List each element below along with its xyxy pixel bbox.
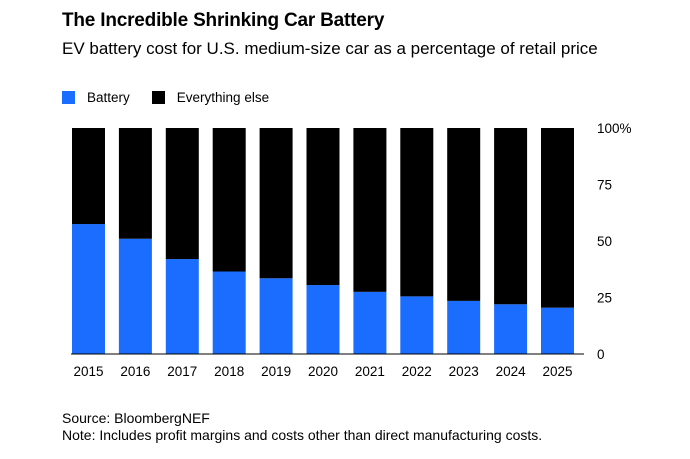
bar-everything-else-2016 [118,128,152,239]
bar-everything-else-2023 [447,128,481,301]
y-tick-label-75: 75 [597,178,612,193]
footnote: Note: Includes profit margins and costs … [62,427,543,443]
bar-everything-else-2022 [400,128,434,297]
bar-battery-2017 [165,259,199,354]
bar-everything-else-2015 [72,128,105,225]
bar-everything-else-2025 [541,128,574,308]
legend-item-everything-else: Everything else [151,90,270,105]
bar-everything-else-2020 [306,128,340,286]
bar-everything-else-2017 [165,128,199,260]
x-tick-label-2021: 2021 [355,364,385,379]
x-tick-label-2016: 2016 [120,364,150,379]
x-tick-label-2025: 2025 [542,364,572,379]
chart-title: The Incredible Shrinking Car Battery [62,10,385,31]
y-tick-label-25: 25 [597,291,612,306]
bar-battery-2023 [447,300,481,354]
bar-battery-2018 [212,271,246,354]
x-tick-label-2017: 2017 [167,364,197,379]
bar-battery-2015 [72,224,105,354]
x-tick-label-2020: 2020 [308,364,338,379]
bar-battery-2024 [494,304,528,354]
x-tick-label-2022: 2022 [402,364,432,379]
bar-everything-else-2019 [259,128,293,279]
y-tick-label-50: 50 [597,234,612,249]
bar-battery-2020 [306,285,340,354]
bar-everything-else-2024 [494,128,528,305]
x-tick-label-2015: 2015 [73,364,103,379]
x-tick-label-2024: 2024 [496,364,527,379]
y-tick-label-0: 0 [597,347,605,362]
legend-swatch-everything-else [151,91,165,104]
x-tick-label-2023: 2023 [449,364,479,379]
bar-everything-else-2018 [212,128,246,272]
bar-battery-2025 [541,307,574,354]
legend-item-battery: Battery [62,90,130,105]
chart-subtitle: EV battery cost for U.S. medium-size car… [62,39,598,58]
bar-battery-2016 [118,238,152,354]
source-note: Source: BloombergNEF [62,410,210,426]
bar-everything-else-2021 [353,128,387,292]
legend-swatch-battery [62,91,75,104]
legend: Battery Everything else [62,90,291,105]
bar-battery-2022 [400,296,434,354]
bar-battery-2021 [353,291,387,354]
y-tick-label-100: 100% [597,121,632,136]
bar-battery-2019 [259,278,293,354]
x-tick-label-2018: 2018 [214,364,244,379]
legend-label-battery: Battery [87,90,130,105]
legend-label-everything-else: Everything else [176,90,270,105]
x-tick-label-2019: 2019 [261,364,291,379]
